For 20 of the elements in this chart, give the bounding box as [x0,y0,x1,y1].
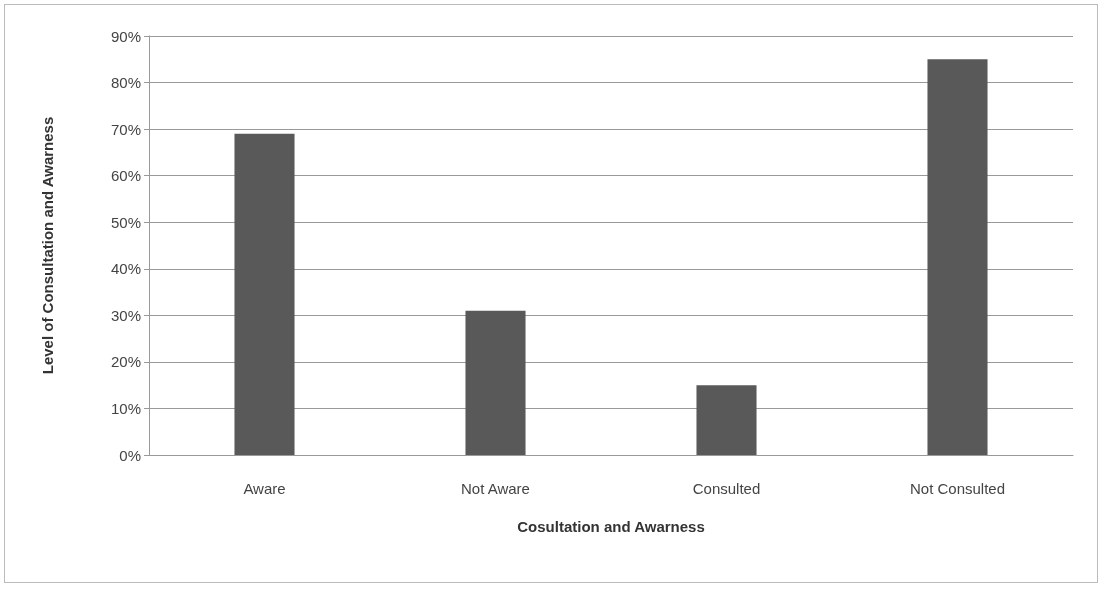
bar [234,133,295,455]
y-tick-label: 30% [110,306,141,324]
x-tick-label: Consulted [692,480,761,497]
y-tick-label: 60% [110,167,141,185]
bar [465,310,526,455]
y-tick-label: 20% [110,353,141,371]
y-tick-label: 40% [110,260,141,278]
y-tick-label: 10% [110,399,141,417]
x-tick-label: Not Aware [461,480,530,497]
y-tick-label: 50% [110,213,141,231]
y-axis-title: Level of Consultation and Awarness [39,116,56,375]
y-tick-label: 0% [119,446,141,464]
y-tick-label: 70% [110,120,141,138]
bar [927,59,988,455]
bar [696,385,757,455]
y-tick-label: 90% [110,27,141,45]
y-tick-label: 80% [110,74,141,92]
x-tick-label: Aware [243,480,286,497]
x-tick-label: Not Consulted [909,480,1006,497]
x-axis-title: Cosultation and Awarness [517,518,705,535]
